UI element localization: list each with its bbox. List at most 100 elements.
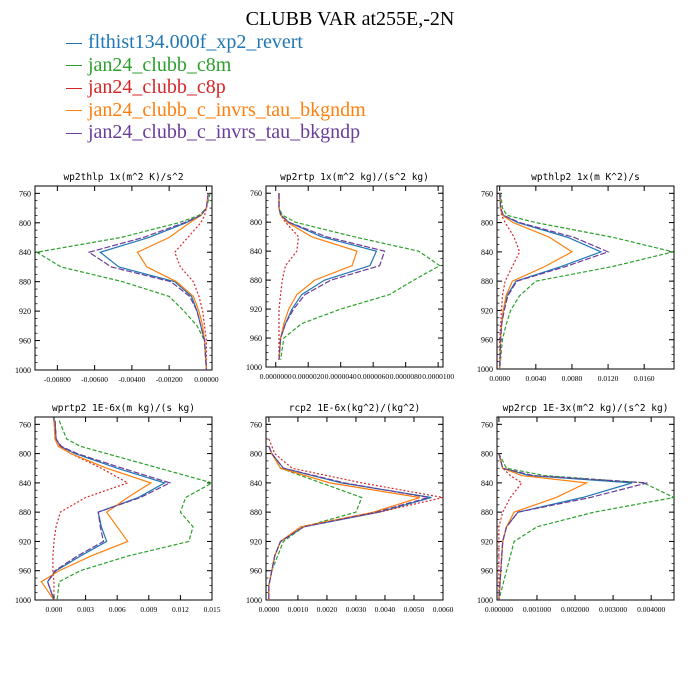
chart-title: wp2thlp 1x(m^2 K)/s^2 xyxy=(63,172,183,183)
series-line xyxy=(498,453,633,600)
x-tick-label: 0.012 xyxy=(172,605,189,614)
series-line xyxy=(268,438,443,600)
series-line xyxy=(278,193,441,360)
series-line xyxy=(498,453,523,600)
plot-frame xyxy=(496,185,675,370)
legend-entry: jan24_clubb_c8m xyxy=(66,54,366,77)
x-tick-label: 0.0000 xyxy=(489,374,510,383)
y-tick-label: 800 xyxy=(19,450,31,459)
y-tick-label: 920 xyxy=(19,537,31,546)
legend-swatch xyxy=(66,42,82,44)
x-tick-label: -0.00800 xyxy=(44,375,71,384)
series-line xyxy=(268,446,429,600)
chart-title: wpthlp2 1x(m K^2)/s xyxy=(531,172,640,183)
legend-label: jan24_clubb_c8m xyxy=(88,53,232,76)
y-tick-label: 920 xyxy=(250,305,262,314)
figure-title: CLUBB VAR at255E,-2N xyxy=(245,8,455,30)
y-tick-label: 960 xyxy=(481,567,493,576)
series-line xyxy=(46,420,172,600)
y-tick-label: 840 xyxy=(481,248,493,257)
series-line xyxy=(87,193,209,370)
y-tick-label: 760 xyxy=(19,420,31,429)
y-tick-label: 1000 xyxy=(15,366,31,375)
y-tick-label: 1000 xyxy=(246,596,262,605)
plot-frame xyxy=(34,185,213,371)
x-tick-label: 0.0060 xyxy=(433,605,454,614)
x-tick-label: 0.000 xyxy=(46,605,63,614)
y-tick-label: 800 xyxy=(250,218,262,227)
y-tick-label: 800 xyxy=(19,219,31,228)
y-tick-label: 880 xyxy=(481,277,493,286)
y-tick-label: 1000 xyxy=(477,365,493,374)
series-line xyxy=(46,420,167,600)
y-tick-label: 760 xyxy=(481,189,493,198)
chart-title: wp2rcp 1E-3x(m^2 kg)/(s^2 kg) xyxy=(503,403,669,414)
x-tick-label: -0.00400 xyxy=(118,375,145,384)
legend-swatch xyxy=(66,65,82,67)
series-line xyxy=(498,453,589,600)
y-tick-label: 960 xyxy=(19,337,31,346)
x-tick-label: 0.015 xyxy=(204,605,221,614)
series-line xyxy=(498,453,648,600)
y-tick-label: 960 xyxy=(250,567,262,576)
plot-frame xyxy=(34,416,213,601)
y-tick-label: 760 xyxy=(250,189,262,198)
y-tick-label: 1000 xyxy=(246,363,262,372)
y-tick-label: 760 xyxy=(481,420,493,429)
chart-title: wprtp2 1E-6x(m kg)/(s kg) xyxy=(52,403,195,414)
plot-frame xyxy=(265,185,444,368)
chart-panel: wpthlp2 1x(m K^2)/s 760 800 840 880 920 960 100… xyxy=(477,172,675,383)
series-line xyxy=(278,193,378,360)
legend-swatch xyxy=(66,87,82,89)
y-tick-label: 840 xyxy=(481,479,493,488)
chart-panel: wp2thlp 1x(m^2 K)/s^2 760 800 840 880 920 960 1… xyxy=(15,172,219,384)
x-tick-label: -0.00600 xyxy=(81,375,108,384)
x-tick-label: 0.0020 xyxy=(317,605,338,614)
legend-swatch xyxy=(66,110,82,112)
legend-swatch xyxy=(66,132,82,134)
x-tick-label: 0.001000 xyxy=(523,605,551,614)
x-tick-label: -0.00200 xyxy=(156,375,183,384)
y-tick-label: 920 xyxy=(481,537,493,546)
chart-panel: wp2rtp 1x(m^2 kg)/(s^2 kg) 760 800 840 880 92… xyxy=(246,172,454,381)
y-tick-label: 880 xyxy=(250,508,262,517)
y-tick-label: 1000 xyxy=(477,596,493,605)
x-tick-label: 0.000000 xyxy=(485,605,513,614)
y-tick-label: 880 xyxy=(19,278,31,287)
y-tick-label: 760 xyxy=(250,420,262,429)
x-tick-label: 0.002000 xyxy=(561,605,589,614)
y-tick-label: 840 xyxy=(19,248,31,257)
legend-label: flthist134.000f_xp2_revert xyxy=(88,31,303,53)
y-tick-label: 840 xyxy=(250,479,262,488)
legend-entry: flthist134.000f_xp2_revert xyxy=(66,31,366,54)
y-tick-label: 960 xyxy=(481,336,493,345)
legend-label: jan24_clubb_c_invrs_tau_bkgndp xyxy=(88,121,361,143)
x-tick-label: 0.0000060 xyxy=(357,372,389,381)
y-tick-label: 760 xyxy=(19,189,31,198)
x-tick-label: 0.00000 xyxy=(194,375,219,384)
legend-entry: jan24_clubb_c8p xyxy=(66,76,366,99)
x-tick-label: 0.0160 xyxy=(634,374,655,383)
legend-label: jan24_clubb_c8p xyxy=(88,76,226,98)
legend-entry: jan24_clubb_c_invrs_tau_bkgndm xyxy=(66,99,366,122)
series-line xyxy=(268,446,420,600)
series-line xyxy=(499,193,674,369)
y-tick-label: 920 xyxy=(481,306,493,315)
x-tick-label: 0.0080 xyxy=(562,374,583,383)
y-tick-label: 840 xyxy=(250,247,262,256)
x-tick-label: 0.0030 xyxy=(346,605,367,614)
series-line xyxy=(268,446,432,600)
series-line xyxy=(40,420,153,600)
chart-title: wp2rtp 1x(m^2 kg)/(s^2 kg) xyxy=(280,172,429,183)
legend-label: jan24_clubb_c_invrs_tau_bkgndm xyxy=(88,98,366,121)
x-tick-label: 0.009 xyxy=(140,605,157,614)
series-line xyxy=(278,193,386,360)
y-tick-label: 960 xyxy=(250,334,262,343)
x-tick-label: 0.003 xyxy=(77,605,94,614)
x-tick-label: 0.0000020 xyxy=(292,372,324,381)
legend: flthist134.000f_xp2_revert jan24_clubb_c… xyxy=(66,31,366,144)
y-tick-label: 880 xyxy=(19,508,31,517)
x-tick-label: 0.0000080 xyxy=(390,372,422,381)
series-line xyxy=(499,193,603,369)
